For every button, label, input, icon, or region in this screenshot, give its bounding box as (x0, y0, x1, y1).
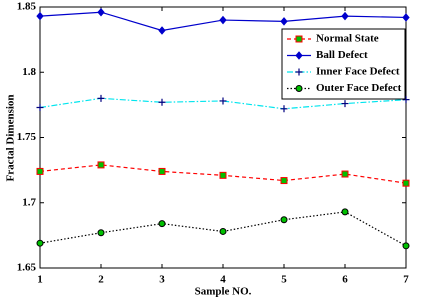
marker (36, 167, 44, 175)
marker (280, 177, 288, 185)
marker (158, 167, 166, 175)
legend-label: Ball Defect (316, 49, 368, 61)
marker (97, 161, 105, 169)
marker (341, 170, 349, 178)
marker (219, 97, 227, 105)
marker (36, 11, 44, 21)
y-tick-label: 1.65 (17, 262, 37, 274)
marker (36, 239, 44, 247)
x-tick-label: 2 (98, 274, 104, 286)
marker (280, 216, 288, 224)
marker (341, 11, 349, 21)
legend: Normal State Ball Defect Inner Face Defect… (281, 28, 406, 100)
marker (280, 17, 288, 26)
legend-label: Inner Face Defect (316, 66, 400, 78)
x-tick-label: 6 (342, 274, 348, 286)
marker (402, 96, 410, 104)
marker (97, 7, 105, 17)
x-tick-label: 7 (403, 274, 409, 286)
legend-label: Outer Face Defect (316, 82, 402, 94)
marker (402, 13, 410, 22)
x-tick-label: 3 (159, 274, 165, 286)
marker (341, 100, 349, 108)
y-tick-label: 1.85 (17, 1, 37, 13)
marker (341, 208, 349, 216)
marker (219, 227, 227, 235)
marker (402, 242, 410, 250)
x-tick-label: 5 (281, 274, 287, 286)
x-axis-label: Sample NO. (195, 286, 252, 298)
x-tick-label: 1 (37, 274, 43, 286)
marker (97, 229, 105, 237)
marker (280, 105, 288, 113)
x-tick-label: 4 (220, 274, 226, 286)
marker (219, 171, 227, 179)
marker (158, 26, 166, 35)
y-tick-label: 1.8 (22, 66, 36, 78)
marker (97, 94, 105, 102)
marker (295, 51, 303, 60)
y-tick-label: 1.75 (17, 131, 37, 143)
marker (158, 98, 166, 106)
marker (36, 103, 44, 111)
y-tick-label: 1.7 (22, 196, 36, 208)
legend-label: Normal State (316, 33, 379, 45)
marker (158, 220, 166, 228)
marker (295, 35, 303, 43)
marker (295, 68, 303, 76)
marker (219, 15, 227, 25)
y-axis-label: Fractal Dimension (5, 94, 17, 181)
marker (402, 179, 410, 187)
marker (295, 85, 303, 92)
